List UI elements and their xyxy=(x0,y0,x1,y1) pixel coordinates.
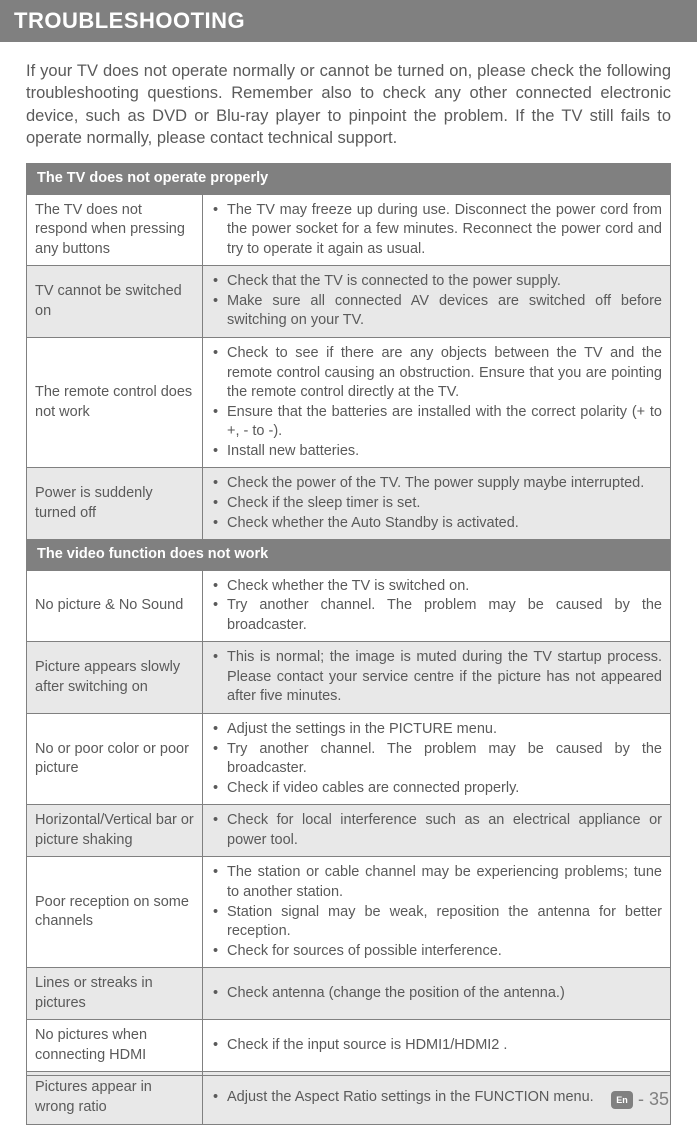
solution-item: Station signal may be weak, reposition t… xyxy=(211,903,662,942)
intro-paragraph: If your TV does not operate normally or … xyxy=(0,42,697,163)
table-row: TV cannot be switched on Check that the T… xyxy=(27,266,671,338)
solution-cell: The station or cable channel may be expe… xyxy=(203,857,671,968)
solution-cell: The TV may freeze up during use. Disconn… xyxy=(203,194,671,266)
footer-divider xyxy=(26,1075,671,1076)
solution-list: Adjust the Aspect Ratio settings in the … xyxy=(211,1088,662,1108)
solution-item: Adjust the Aspect Ratio settings in the … xyxy=(211,1088,662,1108)
solution-cell: This is normal; the image is muted durin… xyxy=(203,642,671,714)
solution-item: Adjust the settings in the PICTURE menu. xyxy=(211,720,662,740)
solution-item: Try another channel. The problem may be … xyxy=(211,596,662,635)
section-header-row: The TV does not operate properly xyxy=(27,164,671,195)
table-row: The remote control does not workCheck to… xyxy=(27,338,671,468)
solution-item: Ensure that the batteries are installed … xyxy=(211,403,662,442)
troubleshoot-table: The TV does not operate properlyThe TV d… xyxy=(26,163,671,1125)
page-sep: - xyxy=(638,1089,644,1110)
solution-item: Install new batteries. xyxy=(211,442,662,462)
table-row: No or poor color or poor pictureAdjust t… xyxy=(27,714,671,805)
table-row: Lines or streaks in pictures Check antenn… xyxy=(27,968,671,1020)
solution-cell: Check if the input source is HDMI1/HDMI2… xyxy=(203,1020,671,1072)
solution-item: Check whether the TV is switched on. xyxy=(211,577,662,597)
solution-item: Check whether the Auto Standby is activa… xyxy=(211,514,662,534)
section-header-cell: The video function does not work xyxy=(27,540,671,571)
solution-cell: Adjust the settings in the PICTURE menu.… xyxy=(203,714,671,805)
solution-item: This is normal; the image is muted durin… xyxy=(211,648,662,707)
table-row: No picture & No SoundCheck whether the T… xyxy=(27,570,671,642)
table-row: Horizontal/Vertical bar or picture shaki… xyxy=(27,805,671,857)
solution-list: Check for local interference such as an … xyxy=(211,811,662,850)
lang-badge: En xyxy=(611,1091,633,1109)
page-title: TROUBLESHOOTING xyxy=(0,0,697,42)
issue-cell: Pictures appear in wrong ratio xyxy=(27,1072,203,1124)
table-row: Poor reception on some channelsThe stati… xyxy=(27,857,671,968)
solution-item: Check antenna (change the position of th… xyxy=(211,984,662,1004)
solution-list: Check if the input source is HDMI1/HDMI2… xyxy=(211,1036,662,1056)
solution-item: Check if video cables are connected prop… xyxy=(211,779,662,799)
issue-cell: No picture & No Sound xyxy=(27,570,203,642)
solution-item: Check to see if there are any objects be… xyxy=(211,344,662,403)
solution-list: This is normal; the image is muted durin… xyxy=(211,648,662,707)
solution-list: Check that the TV is connected to the po… xyxy=(211,272,662,331)
section-header-cell: The TV does not operate properly xyxy=(27,164,671,195)
solution-item: Try another channel. The problem may be … xyxy=(211,740,662,779)
table-row: Picture appears slowly after switching o… xyxy=(27,642,671,714)
page-number: En - 35 xyxy=(611,1089,669,1110)
issue-cell: Poor reception on some channels xyxy=(27,857,203,968)
issue-cell: TV cannot be switched on xyxy=(27,266,203,338)
page: TROUBLESHOOTING If your TV does not oper… xyxy=(0,0,697,1125)
solution-item: Check if the sleep timer is set. xyxy=(211,494,662,514)
issue-cell: No or poor color or poor picture xyxy=(27,714,203,805)
solution-cell: Check whether the TV is switched on.Try … xyxy=(203,570,671,642)
table-row: The TV does not respond when pressing an… xyxy=(27,194,671,266)
solution-item: Check for sources of possible interferen… xyxy=(211,942,662,962)
solution-list: Check the power of the TV. The power sup… xyxy=(211,474,662,533)
solution-list: The station or cable channel may be expe… xyxy=(211,863,662,961)
solution-cell: Check to see if there are any objects be… xyxy=(203,338,671,468)
solution-cell: Check that the TV is connected to the po… xyxy=(203,266,671,338)
solution-cell: Adjust the Aspect Ratio settings in the … xyxy=(203,1072,671,1124)
issue-cell: The TV does not respond when pressing an… xyxy=(27,194,203,266)
solution-cell: Check for local interference such as an … xyxy=(203,805,671,857)
solution-item: The TV may freeze up during use. Disconn… xyxy=(211,201,662,260)
solution-list: Check antenna (change the position of th… xyxy=(211,984,662,1004)
solution-item: Check for local interference such as an … xyxy=(211,811,662,850)
solution-cell: Check antenna (change the position of th… xyxy=(203,968,671,1020)
solution-list: Check whether the TV is switched on.Try … xyxy=(211,577,662,636)
table-row: Power is suddenly turned off Check the po… xyxy=(27,468,671,540)
solution-item: Check the power of the TV. The power sup… xyxy=(211,474,662,494)
solution-item: The station or cable channel may be expe… xyxy=(211,863,662,902)
issue-cell: Lines or streaks in pictures xyxy=(27,968,203,1020)
issue-cell: The remote control does not work xyxy=(27,338,203,468)
solution-item: Make sure all connected AV devices are s… xyxy=(211,292,662,331)
section-header-row: The video function does not work xyxy=(27,540,671,571)
solution-list: Adjust the settings in the PICTURE menu.… xyxy=(211,720,662,798)
solution-item: Check if the input source is HDMI1/HDMI2… xyxy=(211,1036,662,1056)
issue-cell: Picture appears slowly after switching o… xyxy=(27,642,203,714)
solution-list: Check to see if there are any objects be… xyxy=(211,344,662,461)
table-row: Pictures appear in wrong ratio Adjust the… xyxy=(27,1072,671,1124)
solution-cell: Check the power of the TV. The power sup… xyxy=(203,468,671,540)
table-row: No pictures when connecting HDMI Check if… xyxy=(27,1020,671,1072)
solution-list: The TV may freeze up during use. Disconn… xyxy=(211,201,662,260)
issue-cell: No pictures when connecting HDMI xyxy=(27,1020,203,1072)
issue-cell: Horizontal/Vertical bar or picture shaki… xyxy=(27,805,203,857)
solution-item: Check that the TV is connected to the po… xyxy=(211,272,662,292)
issue-cell: Power is suddenly turned off xyxy=(27,468,203,540)
page-num-value: 35 xyxy=(649,1089,669,1110)
